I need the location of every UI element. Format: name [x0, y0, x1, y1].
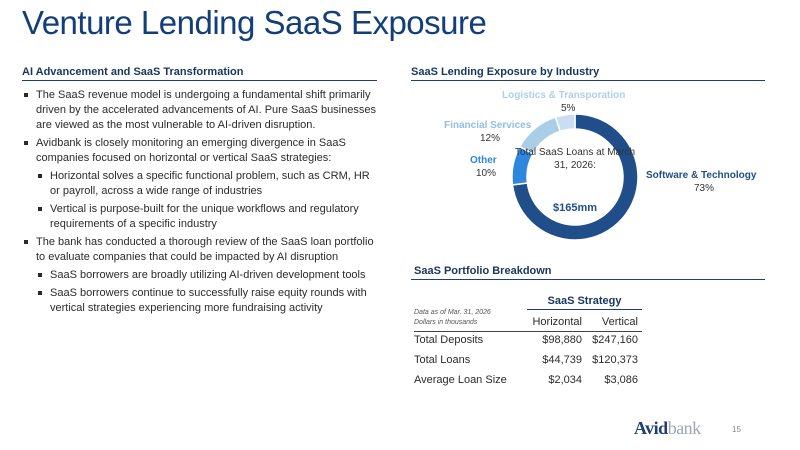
table-header-rule: [414, 331, 642, 332]
segment-label-financial: Financial Services: [444, 120, 532, 131]
ai-section-heading: AI Advancement and SaaS Transformation: [22, 66, 244, 78]
sub-bullet-item: SaaS borrowers are broadly utilizing AI-…: [36, 268, 377, 283]
cell-loans-vertical: $120,373: [592, 354, 638, 366]
page-number: 15: [732, 425, 741, 434]
sub-bullet-list: Horizontal solves a specific functional …: [36, 169, 377, 232]
industry-donut-chart: Total SaaS Loans at March 31, 2026: $165…: [510, 112, 640, 242]
sub-bullet-item: SaaS borrowers continue to successfully …: [36, 286, 377, 316]
segment-label-logistics: Logistics & Transporation: [502, 90, 626, 101]
sub-bullet-list: SaaS borrowers are broadly utilizing AI-…: [36, 268, 377, 316]
donut-slice-logistics: [554, 113, 576, 133]
bullet-item: Avidbank is closely monitoring an emergi…: [22, 136, 377, 232]
segment-label-other: Other: [470, 155, 497, 166]
segment-pct-financial: 12%: [480, 133, 501, 144]
ai-section-rule: [22, 80, 377, 81]
donut-center-text: Total SaaS Loans at March 31, 2026:: [514, 147, 636, 171]
row-label-average-loan-size: Average Loan Size: [414, 374, 507, 386]
sub-bullet-item: Horizontal solves a specific functional …: [36, 169, 377, 199]
industry-section-rule: [411, 80, 765, 81]
page-title: Venture Lending SaaS Exposure: [22, 4, 487, 41]
strategy-group-rule: [527, 309, 642, 310]
column-header-horizontal: Horizontal: [532, 316, 582, 328]
row-label-total-deposits: Total Deposits: [414, 334, 484, 346]
industry-section-heading: SaaS Lending Exposure by Industry: [411, 66, 600, 78]
bullet-item: The bank has conducted a thorough review…: [22, 235, 377, 316]
cell-avg-vertical: $3,086: [604, 374, 638, 386]
bullet-item: The SaaS revenue model is undergoing a f…: [22, 88, 377, 133]
strategy-group-header: SaaS Strategy: [547, 295, 622, 307]
column-header-vertical: Vertical: [601, 316, 638, 328]
segment-pct-logistics: 5%: [561, 103, 576, 114]
donut-slice-software: [511, 113, 639, 241]
segment-label-software: Software & Technology: [646, 170, 757, 181]
cell-deposits-horizontal: $98,880: [542, 334, 582, 346]
table-note-units: Dollars in thousands: [414, 319, 478, 326]
portfolio-section-heading: SaaS Portfolio Breakdown: [414, 265, 552, 277]
avidbank-logo: Avidbank: [634, 418, 701, 438]
segment-pct-other: 10%: [476, 168, 497, 179]
cell-deposits-vertical: $247,160: [592, 334, 638, 346]
cell-loans-horizontal: $44,739: [542, 354, 582, 366]
portfolio-section-rule: [411, 279, 765, 280]
segment-pct-software: 73%: [694, 183, 715, 194]
donut-center-amount: $165mm: [552, 202, 598, 214]
donut-svg: [511, 113, 639, 241]
ai-bullet-list: The SaaS revenue model is undergoing a f…: [22, 88, 377, 319]
sub-bullet-item: Vertical is purpose-built for the unique…: [36, 202, 377, 232]
table-note-date: Data as of Mar. 31, 2026: [414, 309, 491, 316]
row-label-total-loans: Total Loans: [414, 354, 471, 366]
cell-avg-horizontal: $2,034: [548, 374, 582, 386]
